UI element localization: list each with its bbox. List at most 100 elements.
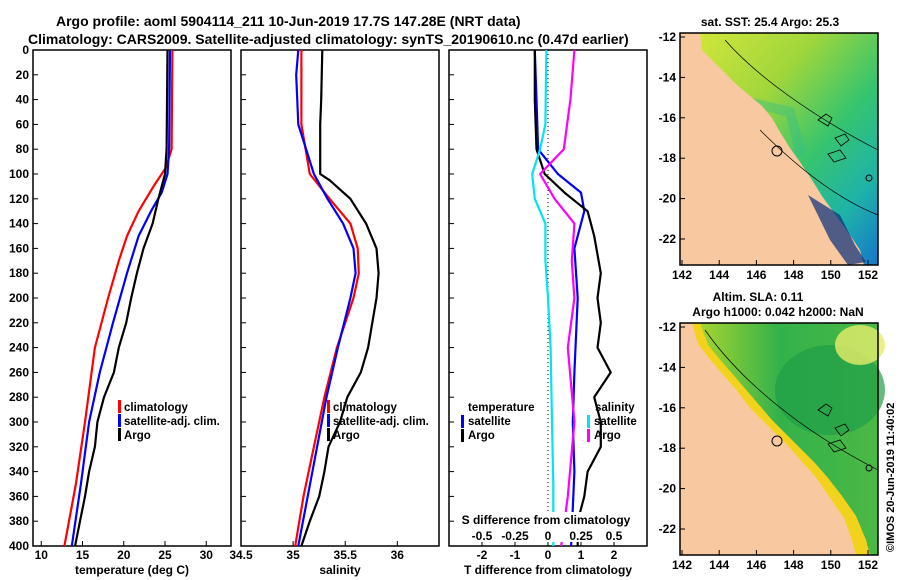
lat-tick-label: -16 [659,401,677,415]
salinity-difference-x-label: S difference from climatology [462,513,631,527]
depth-tick-label: 360 [9,489,29,503]
sst-secondary-marker [865,174,873,182]
secondary-axis-background [455,512,641,542]
series-line-s-argo [538,50,576,546]
sla-map: Altim. SLA: 0.11 Argo h1000: 0.042 h2000… [659,290,885,572]
legend-swatch-satellite [327,414,330,427]
sla-map-title-2: Argo h1000: 0.042 h2000: NaN [692,305,863,319]
legend-label-climatology: climatology [333,402,398,414]
salinity-difference-tick-label: -0.25 [501,529,529,543]
depth-tick-label: 60 [16,117,30,131]
legend-title-temperature: temperature [468,402,534,414]
salinity-difference-ticks: -0.5 -0.25 0 0.25 0.5 [472,529,623,543]
x-tick-label: 30 [200,548,214,562]
salinity-x-label: salinity [319,563,361,577]
x-tick-label: 35.5 [334,548,358,562]
legend-swatch-t-satellite [461,415,464,428]
sst-map: sat. SST: 25.4 Argo: 25.3 -12 -14 -16 -18 -2… [659,15,879,282]
legend-swatch-climatology [327,400,330,413]
depth-tick-label: 400 [9,539,29,553]
salinity-difference-tick-label: 0.5 [606,529,623,543]
depth-tick-label: 100 [9,167,29,181]
lat-tick-label: -16 [659,111,677,125]
x-tick-label: 20 [117,548,131,562]
sla-secondary-marker [865,464,873,472]
series-line-satellite-adj-clim- [70,50,172,546]
sla-land [680,323,856,555]
sla-map-title-1: Altim. SLA: 0.11 [713,290,804,304]
legend-label-s-satellite: satellite [594,416,637,428]
salinity-difference-tick-label: -0.5 [472,529,493,543]
lat-tick-label: -20 [659,482,677,496]
salinity-plot-frame [240,49,440,547]
depth-tick-label: 180 [9,266,29,280]
depth-tick-label: 120 [9,192,29,206]
salinity-lines [294,50,380,546]
lon-tick-label: 152 [858,558,878,572]
series-line-t-argo [533,50,612,546]
lat-tick-label: -14 [659,70,677,84]
series-line-climatology [294,50,360,546]
legend-swatch-s-satellite [587,415,590,428]
salinity-panel: 34.5 35 35.5 36 salinity climatology satell… [229,49,440,577]
difference-legend-temperature: temperature satellite Argo [461,402,534,442]
legend-swatch-t-argo [461,429,464,442]
temperature-lines [63,50,174,546]
temperature-panel: 0 20 40 60 80 100 120 140 160 180 200 220 240 260 280 3… [9,43,232,577]
series-line-climatology [63,50,174,546]
lat-tick-label: -18 [659,441,677,455]
depth-tick-label: 20 [16,68,30,82]
lat-tick-label: -22 [659,522,677,536]
lon-tick-label: 148 [784,268,804,282]
sla-map-ticks: -12 -14 -16 -18 -20 -22 142 144 146 148 150 152 [659,320,879,572]
legend-swatch-climatology [118,400,121,413]
x-tick-label: 2 [611,548,618,562]
lat-tick-label: -18 [659,151,677,165]
x-tick-label: 1 [578,548,585,562]
depth-tick-label: 200 [9,291,29,305]
legend-label-argo: Argo [333,430,360,442]
series-line-s-satellite [531,50,555,546]
legend-label-satellite: satellite-adj. clim. [124,416,220,428]
series-line-satellite-adj-clim- [295,50,357,546]
depth-tick-label: 280 [9,390,29,404]
legend-swatch-satellite [118,414,121,427]
depth-ticks: 0 20 40 60 80 100 120 140 160 180 200 220 240 260 280 3… [9,43,38,553]
imos-footer-timestamp: ©IMOS 20-Jun-2019 11:40:02 [885,403,897,552]
lat-tick-label: -22 [659,232,677,246]
sst-map-title: sat. SST: 25.4 Argo: 25.3 [701,15,840,29]
temperature-x-ticks: 10 15 20 25 30 [35,541,214,562]
x-tick-label: 10 [35,548,49,562]
sst-isobath [724,39,879,151]
difference-lines [531,50,612,546]
legend-label-t-satellite: satellite [468,416,511,428]
series-line-argo [74,50,169,546]
lon-tick-label: 142 [672,558,692,572]
sla-isobath [704,329,879,471]
x-tick-label: 36 [391,548,405,562]
lon-tick-label: 142 [672,268,692,282]
salinity-legend: climatology satellite-adj. clim. Argo [327,400,429,442]
sla-argo-location-marker [771,435,783,447]
sla-low-anomaly [775,345,885,435]
difference-panel: -2 -1 0 1 2 S difference from climatology -0… [448,49,648,577]
lat-tick-label: -12 [659,30,677,44]
x-tick-label: -1 [510,548,521,562]
depth-tick-label: 240 [9,341,29,355]
depth-tick-label: 300 [9,415,29,429]
lon-tick-label: 150 [821,558,841,572]
depth-tick-label: 320 [9,440,29,454]
sst-coastal-cold-water [808,195,866,265]
depth-tick-label: 260 [9,365,29,379]
lon-tick-label: 152 [858,268,878,282]
depth-tick-label: 340 [9,465,29,479]
sla-high-anomaly [835,325,885,365]
x-tick-label: 35 [286,548,300,562]
depth-tick-label: 40 [16,93,30,107]
sla-reef-outlines [817,403,850,453]
legend-label-argo: Argo [124,430,151,442]
legend-swatch-argo [327,428,330,441]
legend-swatch-argo [118,428,121,441]
x-tick-label: 0 [545,548,552,562]
